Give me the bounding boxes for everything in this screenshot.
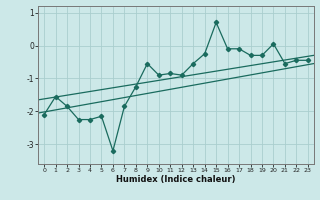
X-axis label: Humidex (Indice chaleur): Humidex (Indice chaleur) [116, 175, 236, 184]
